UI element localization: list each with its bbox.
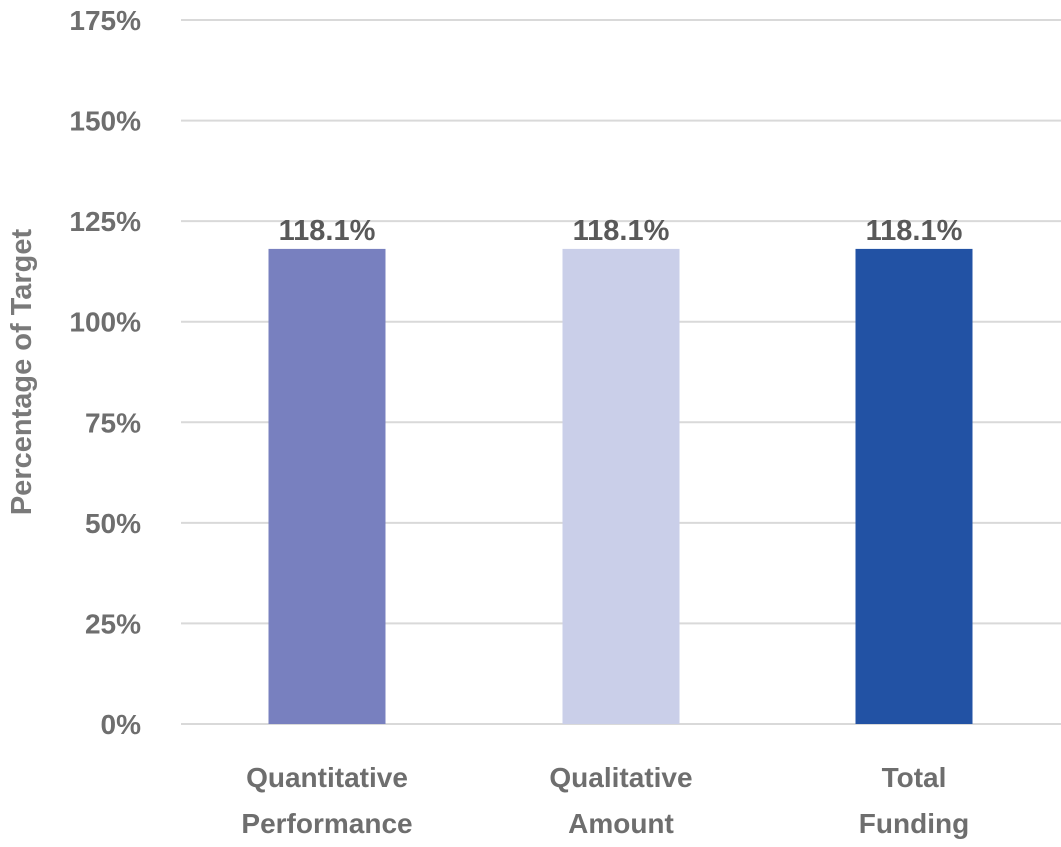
data-label: 118.1% — [866, 215, 963, 247]
y-tick-label: 175% — [69, 5, 141, 36]
y-tick-label: 100% — [69, 307, 141, 338]
category-label: Amount — [568, 808, 674, 839]
category-label: Funding — [859, 808, 969, 839]
x-axis-categories: Quantitative Performance Qualitative Amount… — [241, 762, 969, 839]
bars — [268, 248, 973, 724]
y-tick-label: 75% — [85, 407, 141, 438]
y-tick-label: 125% — [69, 206, 141, 237]
data-label: 118.1% — [573, 215, 670, 247]
y-tick-label: 50% — [85, 508, 141, 539]
bar — [268, 248, 386, 724]
data-label: 118.1% — [279, 215, 376, 247]
y-axis-ticks: 0% 25% 50% 75% 100% 125% 150% 175% — [69, 5, 141, 740]
y-tick-label: 0% — [101, 709, 142, 740]
category-label: Quantitative — [246, 762, 408, 793]
category-label: Performance — [241, 808, 412, 839]
category-label: Total — [882, 762, 947, 793]
category-label: Qualitative — [549, 762, 692, 793]
y-tick-label: 150% — [69, 106, 141, 137]
bar — [855, 248, 973, 724]
y-tick-label: 25% — [85, 608, 141, 639]
bar — [562, 248, 680, 724]
y-axis-title: Percentage of Target — [6, 229, 38, 516]
data-labels: 118.1% 118.1% 118.1% — [279, 215, 963, 247]
